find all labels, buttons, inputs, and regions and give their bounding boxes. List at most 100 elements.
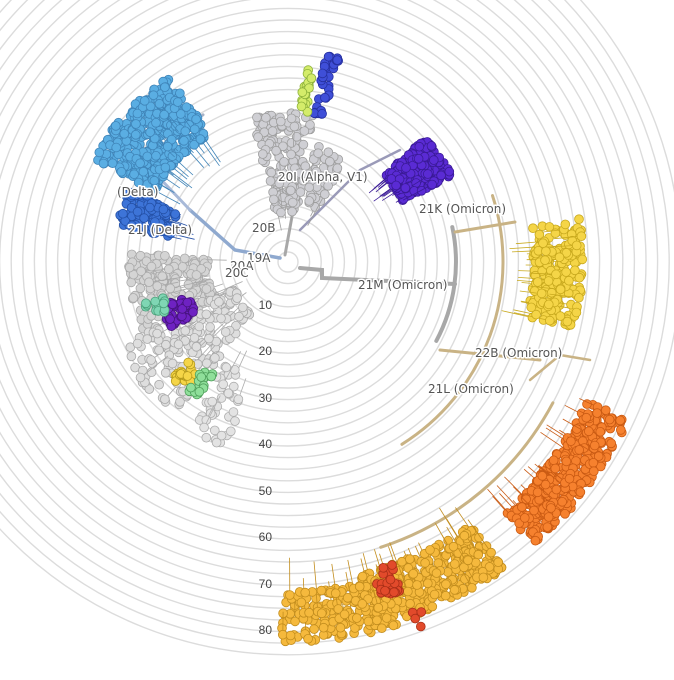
tip-yellow-left [182, 371, 193, 381]
tip-gold-outer [316, 608, 327, 619]
tip-red-outer [410, 613, 421, 624]
tip-21j [127, 190, 137, 201]
distance-ring [0, 0, 601, 575]
tip-delta [191, 114, 201, 124]
tip-stem [307, 194, 326, 226]
axis-tick-30: 30 [259, 391, 273, 405]
tip-delta [98, 158, 109, 169]
tip-20c-low [221, 362, 232, 373]
tip-20c [216, 313, 226, 324]
tip-delta [145, 101, 156, 112]
tip-20i [299, 126, 310, 136]
tip-20i [289, 121, 300, 132]
tip-20b [311, 166, 322, 177]
axis-tick-20: 20 [259, 344, 273, 358]
clade-label-20b: 20B [252, 221, 276, 235]
tip-20c [154, 379, 164, 390]
tip-20i [267, 126, 278, 136]
tip-20c [238, 302, 248, 313]
tip-orange [606, 438, 616, 449]
tip-delta [160, 162, 171, 173]
tip-stem [185, 309, 217, 332]
tip-stem [549, 293, 579, 299]
tip-orange [560, 508, 570, 519]
tip-delta [111, 121, 121, 131]
tip-gold-outer [342, 592, 353, 603]
tip-gold-outer [354, 581, 365, 592]
tip-orange [551, 484, 562, 495]
tip-20i [276, 207, 286, 218]
tip-21j [170, 209, 181, 219]
tip-red-outer [415, 621, 426, 632]
tip-22b [574, 292, 584, 303]
tip-gold-outer [304, 607, 314, 618]
tip-red [378, 562, 389, 573]
tip-20c [152, 328, 162, 339]
tip-21k [428, 155, 439, 165]
tip-orange [561, 456, 572, 467]
tip-22b [571, 240, 582, 251]
tip-22b [554, 252, 565, 263]
tip-gold [440, 590, 451, 601]
tip-stem [546, 245, 577, 248]
tip-delta [173, 97, 183, 107]
tip-gold-outer [357, 599, 368, 609]
tip-22b [562, 316, 573, 327]
tip-green-left [194, 386, 205, 397]
tip-delta [148, 90, 159, 100]
tip-orange [521, 494, 531, 505]
tip-22b [536, 288, 547, 299]
tip-20c-low [201, 432, 212, 443]
tip-gold [405, 598, 415, 609]
tip-20i [252, 112, 262, 123]
distance-rings [0, 0, 674, 656]
tip-20a [146, 261, 157, 272]
distance-ring [68, 42, 508, 482]
tip-lime-top [297, 87, 308, 97]
tip-gold-outer [300, 587, 311, 598]
tip-stem [180, 113, 200, 140]
tip-teal [141, 298, 151, 309]
tip-20b [304, 196, 315, 206]
tip-21k [427, 179, 437, 190]
tip-20c [180, 325, 191, 336]
tip-gold [425, 545, 435, 555]
tip-20a [135, 250, 146, 261]
tip-20b [304, 182, 315, 193]
tip-21k [416, 186, 427, 196]
tip-delta [195, 134, 206, 144]
tip-22b [571, 307, 582, 318]
tip-orange [546, 503, 556, 513]
tip-orange [588, 466, 599, 477]
tip-20a [124, 262, 135, 273]
branch-21m [298, 266, 457, 286]
tip-stem [402, 184, 433, 201]
tip-20a [144, 277, 154, 288]
tip-22b [564, 275, 574, 286]
tip-blue-top [323, 51, 334, 62]
tip-red-outer [416, 607, 427, 617]
tip-20a [164, 264, 174, 275]
tip-orange [548, 455, 559, 466]
tip-red [380, 585, 390, 596]
distance-ring [22, 0, 554, 528]
tip-20a [135, 283, 146, 294]
tip-20i [271, 145, 281, 156]
tree-tips [93, 51, 627, 647]
distance-ring [0, 0, 589, 563]
tip-gold [448, 541, 459, 552]
tip-blue-top [317, 109, 327, 119]
tip-gold [404, 554, 415, 564]
tip-20i [285, 185, 296, 196]
tip-20c-low [207, 396, 218, 407]
tip-gold [474, 532, 484, 543]
tip-20c [194, 321, 205, 332]
distance-ring [277, 251, 299, 273]
tip-20i [279, 157, 289, 167]
tip-stem [509, 246, 539, 249]
tip-gold [397, 556, 407, 567]
tip-21k [436, 170, 446, 181]
tip-20c [220, 327, 231, 337]
divergence-axis: 10 20 30 40 50 60 70 80 [259, 298, 273, 637]
tip-gold-outer [330, 588, 341, 599]
